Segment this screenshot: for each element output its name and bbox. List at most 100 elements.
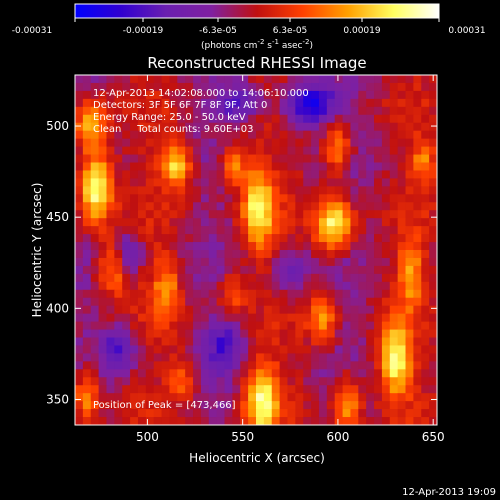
heatmap-cell [366,329,375,338]
heatmap-cell [271,98,281,108]
heatmap-cell [311,82,320,92]
heatmap-cell [208,82,218,92]
heatmap-cell [366,186,375,195]
heatmap-cell [326,250,336,259]
heatmap-cell [358,154,367,163]
heatmap-cell [232,130,241,140]
heatmap-cell [334,305,343,315]
heatmap-cell [75,114,84,124]
heatmap-cell [200,297,210,307]
heatmap-cell [240,234,249,243]
heatmap-cell [366,226,375,235]
heatmap-cell [248,194,257,203]
heatmap-cell [153,417,162,426]
heatmap-cell [263,345,273,354]
heatmap-cell [122,114,131,124]
heatmap-cell [358,265,367,275]
heatmap-cell [326,186,336,195]
heatmap-cell [216,138,225,147]
heatmap-cell [232,393,241,402]
heatmap-cell [303,210,312,219]
heatmap-cell [137,313,147,322]
heatmap-cell [232,321,241,330]
heatmap-cell [130,273,139,283]
heatmap-cell [114,281,123,291]
heatmap-cell [311,218,320,227]
heatmap-cell [248,250,257,259]
heatmap-cell [334,114,343,124]
heatmap-cell [389,194,399,203]
heatmap-cell [374,409,383,418]
heatmap-cell [75,337,84,346]
heatmap-cell [295,194,304,203]
heatmap-cell [358,401,367,410]
heatmap-cell [75,257,84,267]
heatmap-cell [318,417,328,426]
heatmap-cell [358,273,367,283]
heatmap-cell [153,210,162,219]
heatmap-cell [397,393,406,402]
heatmap-cell [263,377,273,386]
heatmap-cell [130,218,139,227]
heatmap-cell [248,90,257,100]
heatmap-cell [224,154,233,163]
heatmap-cell [397,409,406,418]
heatmap-cell [271,234,281,243]
heatmap-cell [193,114,202,124]
heatmap-cell [122,361,131,370]
heatmap-cell [145,305,155,315]
heatmap-cell [114,337,123,346]
heatmap-cell [405,385,414,394]
heatmap-cell [137,401,147,410]
heatmap-cell [90,226,100,235]
heatmap-cell [82,75,92,84]
heatmap-cell [122,257,131,267]
heatmap-cell [303,313,312,322]
heatmap-cell [287,162,296,171]
heatmap-cell [200,385,210,394]
heatmap-cell [311,98,320,108]
heatmap-cell [200,353,210,362]
heatmap-cell [318,393,328,402]
heatmap-cell [153,154,162,163]
heatmap-cell [98,265,107,275]
heatmap-cell [98,170,107,179]
heatmap-cell [326,385,336,394]
heatmap-cell [381,210,391,219]
heatmap-cell [232,202,241,211]
heatmap-cell [161,90,170,100]
heatmap-cell [342,361,351,370]
heatmap-cell [429,82,438,92]
heatmap-cell [429,202,438,211]
heatmap-cell [279,194,288,203]
heatmap-cell [389,337,399,346]
heatmap-cell [429,90,438,100]
heatmap-cell [240,401,249,410]
heatmap-cell [216,257,225,267]
heatmap-cell [279,385,288,394]
heatmap-cell [161,321,170,330]
heatmap-cell [334,82,343,92]
heatmap-cell [161,218,170,227]
heatmap-cell [358,289,367,299]
heatmap-cell [256,154,265,163]
heatmap-cell [374,122,383,132]
heatmap-cell [137,329,147,338]
heatmap-cell [114,401,123,410]
heatmap-cell [421,162,430,171]
heatmap-cell [318,242,328,251]
heatmap-cell [248,234,257,243]
heatmap-cell [98,313,107,322]
heatmap-cell [185,234,194,243]
heatmap-cell [381,218,391,227]
heatmap-cell [358,82,367,92]
heatmap-cell [326,329,336,338]
heatmap-cell [389,75,399,84]
heatmap-cell [271,321,281,330]
heatmap-cell [279,417,288,426]
heatmap-cell [381,234,391,243]
heatmap-cell [98,210,107,219]
heatmap-cell [145,417,155,426]
heatmap-cell [397,138,406,147]
heatmap-cell [405,106,414,116]
